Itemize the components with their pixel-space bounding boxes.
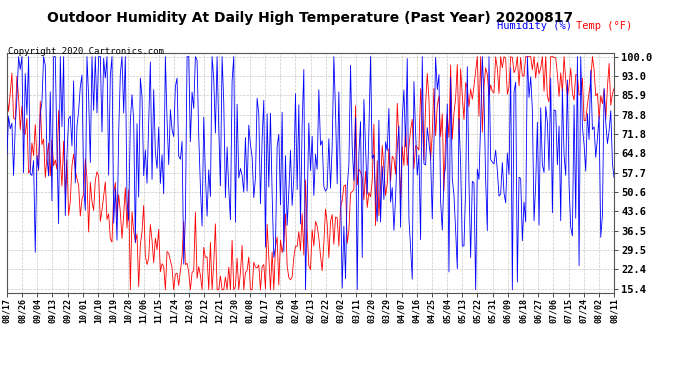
Text: Temp (°F): Temp (°F) [576,21,633,31]
Text: Copyright 2020 Cartronics.com: Copyright 2020 Cartronics.com [8,47,164,56]
Text: Humidity (%): Humidity (%) [497,21,572,31]
Text: Outdoor Humidity At Daily High Temperature (Past Year) 20200817: Outdoor Humidity At Daily High Temperatu… [48,11,573,25]
